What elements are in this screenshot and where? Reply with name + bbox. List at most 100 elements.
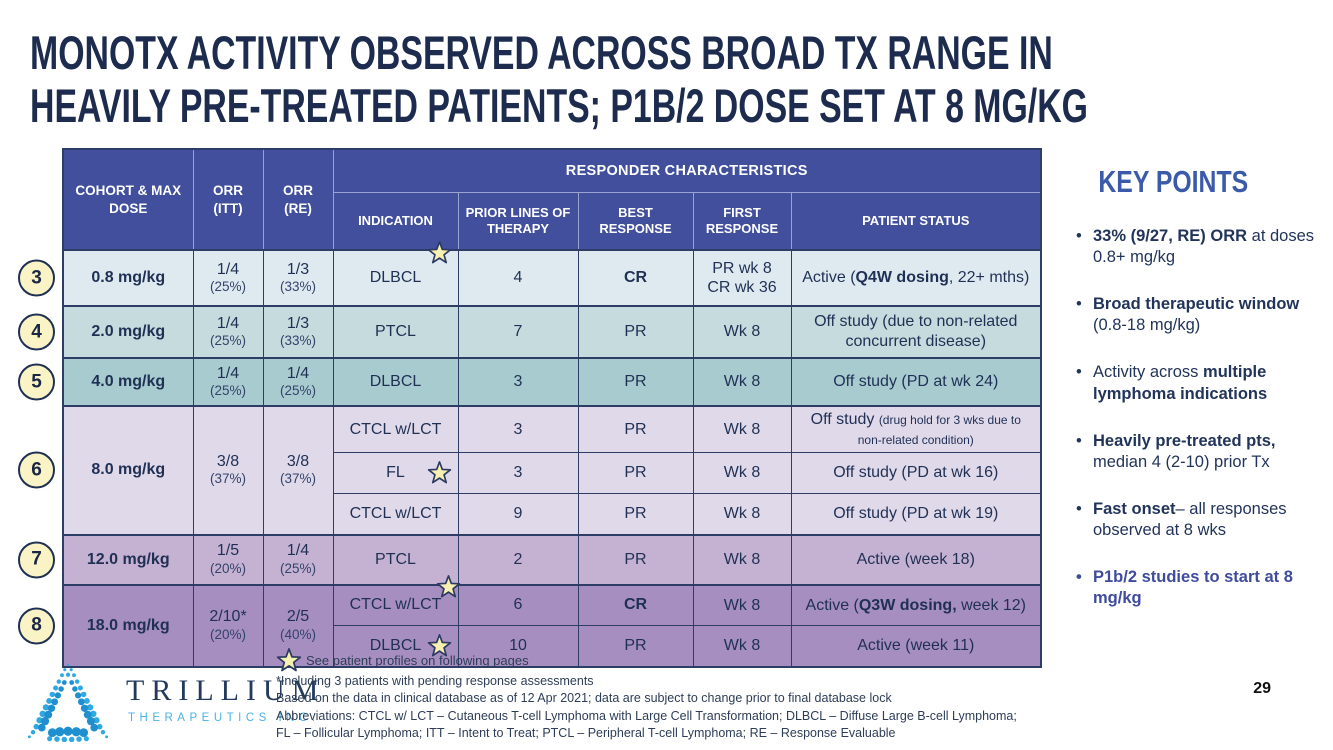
orr-itt-cell: 1/4 (25%) xyxy=(192,357,264,407)
best-response-cell: CR xyxy=(577,249,694,307)
first-response-cell: Wk 8 xyxy=(692,493,792,536)
col-header-cohort-max-dose: COHORT & MAX DOSE xyxy=(62,148,194,251)
key-point-item: Fast onset– all responses observed at 8 … xyxy=(1076,499,1328,541)
logo-company-name: TRILLIUM xyxy=(126,674,326,707)
cohort-number: 3 xyxy=(31,267,42,288)
orr-itt-cell: 2/10* (20%) xyxy=(192,583,264,668)
cohort-number-badge: 7 xyxy=(18,541,55,579)
table-row-cohort8-p2: DLBCL 10 PR Wk 8 Active (week 11) xyxy=(63,625,1042,668)
col-header-orr-itt: ORR (ITT) xyxy=(192,148,264,251)
cohort-number: 8 xyxy=(31,614,42,636)
orr-re-cell: 3/8 (37%) xyxy=(262,405,334,536)
table-row-cohort7: 7 12.0 mg/kg 1/5 (20%) 1/4 (25%) PTCL 2 PR… xyxy=(18,533,1042,586)
first-response-cell: PR wk 8 CR wk 36 xyxy=(692,249,792,307)
orr-re-cell: 1/4 (25%) xyxy=(262,533,334,586)
footnote-line: FL – Follicular Lymphoma; ITT – Intent t… xyxy=(276,725,896,740)
footnote-line: *Including 3 patients with pending respo… xyxy=(276,674,594,688)
trillium-logo-mark xyxy=(27,663,109,742)
indication-cell: CTCL w/LCT xyxy=(332,405,459,454)
trillium-logo: TRILLIUM THERAPEUTICS INC. xyxy=(22,658,325,742)
best-response-cell: PR xyxy=(577,533,694,586)
star-icon xyxy=(427,240,452,265)
patient-status-cell: Active (week 11) xyxy=(790,625,1042,668)
logo-company-subtitle: THERAPEUTICS INC. xyxy=(128,712,320,724)
cohort-number-badge: 6 xyxy=(18,451,55,489)
col-header-orr-re: ORR (RE) xyxy=(262,148,334,251)
cohort-number: 4 xyxy=(31,321,42,342)
orr-re-cell: 2/5 (40%) xyxy=(262,583,334,668)
best-response-cell: PR xyxy=(577,305,694,359)
patient-status-cell: Active (Q4W dosing, 22+ mths) xyxy=(790,249,1042,307)
star-icon xyxy=(436,574,461,599)
key-points-title: KEY POINTS xyxy=(1098,164,1249,199)
dose-cell: 8 18.0 mg/kg xyxy=(18,583,194,668)
cohort-number-badge: 5 xyxy=(18,363,55,401)
key-points-list: 33% (9/27, RE) ORR at doses 0.8+ mg/kg B… xyxy=(1076,226,1328,609)
best-response-cell: PR xyxy=(577,452,694,495)
col-header-best-response: BEST RESPONSE xyxy=(577,192,694,251)
slide-title: MONOTX ACTIVITY OBSERVED ACROSS BROAD TX… xyxy=(30,26,1182,132)
dose-cell: 4 2.0 mg/kg xyxy=(18,305,194,359)
prior-lines-cell: 6 xyxy=(457,583,579,627)
patient-status-cell: Off study (PD at wk 19) xyxy=(790,493,1042,536)
footnotes: See patient profiles on following pages … xyxy=(276,647,1056,742)
prior-lines-cell: 3 xyxy=(457,452,579,495)
indication-cell: PTCL xyxy=(332,305,459,359)
orr-re-cell: 1/4 (25%) xyxy=(262,357,334,407)
dose-label: 4.0 mg/kg xyxy=(91,373,166,390)
key-point-item: Heavily pre-treated pts, median 4 (2-10)… xyxy=(1076,431,1328,473)
col-header-patient-status: PATIENT STATUS xyxy=(790,192,1042,251)
cohort-number: 7 xyxy=(31,548,42,570)
prior-lines-cell: 2 xyxy=(457,533,579,586)
orr-itt-cell: 3/8 (37%) xyxy=(192,405,264,536)
indication-cell: DLBCL xyxy=(332,250,459,307)
dose-label: 18.0 mg/kg xyxy=(86,616,170,634)
cohort-number: 6 xyxy=(31,459,42,481)
best-response-cell: PR xyxy=(577,357,694,407)
first-response-cell: Wk 8 xyxy=(692,357,792,407)
col-header-prior-lines: PRIOR LINES OF THERAPY xyxy=(457,192,579,251)
dose-cell: 6 8.0 mg/kg xyxy=(18,405,194,536)
dose-cell: 3 0.8 mg/kg xyxy=(18,249,194,307)
first-response-cell: Wk 8 xyxy=(692,583,792,627)
indication-cell: CTCL w/LCT xyxy=(332,585,458,627)
table-header-top-row: COHORT & MAX DOSE ORR (ITT) ORR (RE) RES… xyxy=(62,148,1042,251)
orr-itt-cell: 1/4 (25%) xyxy=(192,249,264,307)
table-row-cohort8-p1: 8 18.0 mg/kg 2/10* (20%) 2/5 (40%) CTCL w/… xyxy=(18,583,1042,668)
first-response-cell: Wk 8 xyxy=(692,533,792,586)
indication-cell: FL xyxy=(332,452,459,495)
indication-cell: DLBCL xyxy=(332,625,459,668)
indication-cell: PTCL xyxy=(332,533,459,586)
patient-status-cell: Active (week 18) xyxy=(790,533,1042,586)
prior-lines-cell: 3 xyxy=(457,357,579,407)
orr-itt-cell: 1/5 (20%) xyxy=(192,533,264,586)
footnote-line: Based on the data in clinical database a… xyxy=(276,691,892,706)
patient-status-cell: Off study (due to non-related concurrent… xyxy=(790,305,1042,359)
indication-cell: DLBCL xyxy=(332,357,459,407)
star-icon xyxy=(427,460,452,485)
orr-re-cell: 1/3 (33%) xyxy=(262,305,334,359)
table-row-cohort6-p2: FL 3 PR Wk 8 Off study (PD at wk 16) xyxy=(63,452,1042,495)
orr-itt-cell: 1/4 (25%) xyxy=(192,305,264,359)
table-row-cohort5: 5 4.0 mg/kg 1/4 (25%) 1/4 (25%) DLBCL 3 PR… xyxy=(18,357,1042,407)
table-row-cohort3: 3 0.8 mg/kg 1/4 (25%) 1/3 (33%) DLBCL 4 CR… xyxy=(18,249,1042,307)
dose-cell: 5 4.0 mg/kg xyxy=(18,357,194,407)
star-icon xyxy=(276,647,302,673)
key-point-item: Broad therapeutic window (0.8-18 mg/kg) xyxy=(1076,294,1328,336)
cohort-number-badge: 8 xyxy=(18,607,55,645)
col-header-responder-characteristics: RESPONDER CHARACTERISTICS xyxy=(332,148,1042,193)
patient-status-cell: Active (Q3W dosing, week 12) xyxy=(790,583,1042,627)
table-header-sub-row: INDICATION PRIOR LINES OF THERAPY BEST R… xyxy=(63,192,1042,251)
slide-title-line2: HEAVILY PRE-TREATED PATIENTS; P1B/2 DOSE… xyxy=(30,79,1088,133)
cohort-number: 5 xyxy=(31,371,42,392)
patient-status-cell: Off study (drug hold for 3 wks due to no… xyxy=(790,405,1042,454)
cohort-number-badge: 3 xyxy=(18,259,55,297)
orr-re-cell: 1/3 (33%) xyxy=(262,249,334,307)
footnote-line: Abbreviations: CTCL w/ LCT – Cutaneous T… xyxy=(276,708,1017,723)
star-legend: See patient profiles on following pages xyxy=(276,647,1056,673)
prior-lines-cell: 4 xyxy=(457,249,579,307)
key-points-panel: KEY POINTS 33% (9/27, RE) ORR at doses 0… xyxy=(1076,164,1328,635)
patient-status-cell: Off study (PD at wk 24) xyxy=(790,357,1042,407)
first-response-cell: Wk 8 xyxy=(692,405,792,454)
dose-cell: 7 12.0 mg/kg xyxy=(18,533,194,586)
